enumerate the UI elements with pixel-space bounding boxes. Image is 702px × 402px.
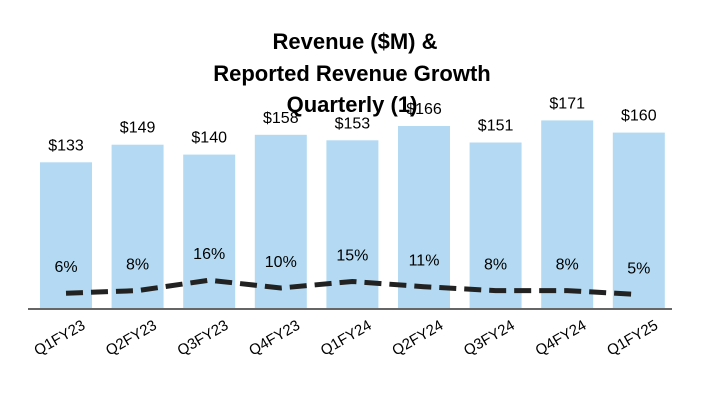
- bar-Q1FY23: [40, 162, 92, 309]
- bar-Q4FY24: [541, 120, 593, 309]
- growth-label-Q1FY25: 5%: [627, 261, 650, 278]
- x-tick-label-Q2FY24: Q2FY24: [389, 317, 446, 360]
- growth-label-Q1FY24: 15%: [336, 248, 368, 265]
- value-label-Q4FY23: $158: [263, 110, 299, 127]
- value-label-Q1FY24: $153: [335, 115, 371, 132]
- chart-title-line-3: Quarterly (1): [287, 92, 418, 117]
- growth-label-Q2FY23: 8%: [126, 257, 149, 274]
- growth-label-Q1FY23: 6%: [54, 259, 77, 276]
- bar-Q4FY23: [255, 135, 307, 309]
- bar-Q3FY24: [470, 143, 522, 310]
- value-label-Q2FY23: $149: [120, 120, 156, 137]
- growth-label-Q3FY23: 16%: [193, 246, 225, 263]
- x-tick-label-Q4FY24: Q4FY24: [533, 317, 590, 360]
- x-tick-label-Q3FY24: Q3FY24: [461, 317, 518, 360]
- value-label-Q1FY25: $160: [621, 108, 657, 125]
- bar-Q3FY23: [183, 155, 235, 309]
- x-tick-label-Q3FY23: Q3FY23: [175, 317, 232, 360]
- bar-Q2FY24: [398, 126, 450, 309]
- x-tick-label-Q4FY23: Q4FY23: [246, 317, 303, 360]
- x-tick-label-Q1FY25: Q1FY25: [604, 317, 661, 360]
- growth-label-Q4FY24: 8%: [556, 257, 579, 274]
- value-label-Q1FY23: $133: [48, 137, 84, 154]
- growth-label-Q3FY24: 8%: [484, 257, 507, 274]
- x-tick-label-Q1FY23: Q1FY23: [31, 317, 88, 360]
- chart-title-line-1: Revenue ($M) &: [272, 29, 437, 54]
- value-label-Q3FY24: $151: [478, 118, 514, 135]
- value-label-Q4FY24: $171: [549, 95, 585, 112]
- value-label-Q2FY24: $166: [406, 101, 442, 118]
- growth-label-Q2FY24: 11%: [409, 253, 440, 270]
- bar-Q2FY23: [112, 145, 164, 309]
- x-tick-label-Q1FY24: Q1FY24: [318, 317, 375, 360]
- x-tick-label-Q2FY23: Q2FY23: [103, 317, 160, 360]
- chart-title-line-2: Reported Revenue Growth: [213, 61, 490, 86]
- growth-label-Q4FY23: 10%: [265, 254, 297, 271]
- bar-Q1FY25: [613, 133, 665, 309]
- value-label-Q3FY23: $140: [191, 130, 227, 147]
